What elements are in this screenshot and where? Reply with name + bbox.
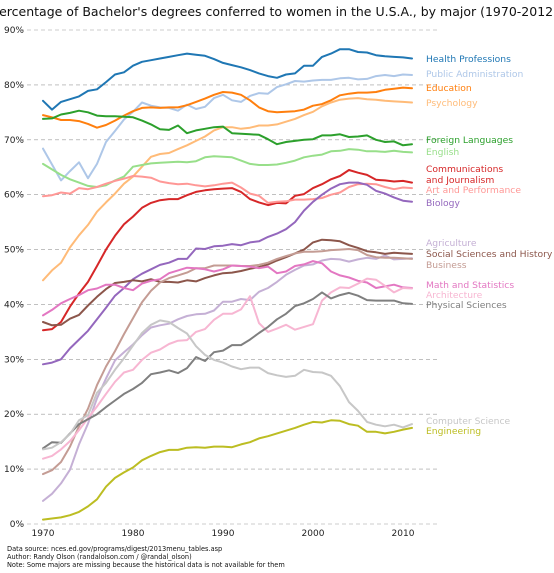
series-line <box>42 291 413 450</box>
x-axis: 1970 1980 1990 2000 2010 <box>32 529 415 539</box>
data-source-note: Data source: nces.ed.gov/programs/digest… <box>7 545 223 553</box>
x-tick-label: 1970 <box>32 529 55 539</box>
series-labels: Health Professions Public Administration E… <box>426 54 553 437</box>
chart-footer: Data source: nces.ed.gov/programs/digest… <box>7 545 285 570</box>
series-label: Public Administration <box>426 69 524 80</box>
series-label: Architecture <box>426 290 483 301</box>
y-tick-label: 90% <box>4 26 24 36</box>
series-lines <box>42 48 413 521</box>
author-note: Author: Randy Olson (randalolson.com / @… <box>7 553 192 562</box>
series-line <box>42 260 413 317</box>
series-label: Health Professions <box>426 54 511 65</box>
y-tick-label: 0% <box>10 520 25 530</box>
series-line <box>42 254 413 502</box>
series-label: Agriculture <box>426 238 477 249</box>
series-line <box>42 181 413 366</box>
y-tick-label: 50% <box>4 246 24 256</box>
series-line <box>42 86 413 129</box>
series-line <box>42 238 413 327</box>
series-line <box>42 277 413 460</box>
series-label: Foreign Languages <box>426 135 513 146</box>
series-label: Math and Statistics <box>426 280 514 291</box>
series-label: Business <box>426 260 467 271</box>
y-tick-label: 40% <box>4 300 24 310</box>
series-label: Biology <box>426 198 460 209</box>
x-tick-label: 1990 <box>212 529 235 539</box>
x-tick-label: 1980 <box>122 529 145 539</box>
grid-lines <box>20 29 440 525</box>
series-label: Computer Science <box>426 416 511 427</box>
series-line <box>42 109 413 147</box>
line-chart: Percentage of Bachelor's degrees conferr… <box>0 4 554 539</box>
series-line <box>42 248 413 476</box>
series-line <box>42 175 413 204</box>
y-tick-label: 80% <box>4 81 24 91</box>
y-tick-label: 30% <box>4 355 24 365</box>
x-tick-label: 2010 <box>392 529 415 539</box>
series-line <box>42 169 413 332</box>
series-line <box>42 419 413 521</box>
series-label: Physical Sciences <box>426 300 507 311</box>
chart-title: Percentage of Bachelor's degrees conferr… <box>0 4 554 19</box>
series-line <box>42 319 413 451</box>
series-line <box>42 97 413 282</box>
y-tick-label: 20% <box>4 410 24 420</box>
series-label: Psychology <box>426 98 478 109</box>
series-label: English <box>426 147 459 158</box>
series-label: Communications and Journalism <box>426 164 503 186</box>
series-label: Art and Performance <box>426 185 521 196</box>
y-axis: 0% 10% 20% 30% 40% 50% 60% 70% 80% 90% <box>4 26 24 530</box>
series-line <box>42 48 413 111</box>
series-line <box>42 148 413 188</box>
x-tick-label: 2000 <box>302 529 325 539</box>
y-tick-label: 60% <box>4 191 24 201</box>
y-tick-label: 10% <box>4 465 24 475</box>
series-label: Social Sciences and History <box>426 249 553 260</box>
y-tick-label: 70% <box>4 136 24 146</box>
series-label: Engineering <box>426 426 481 437</box>
missing-majors-note: Note: Some majors are missing because th… <box>7 561 285 570</box>
series-label: Education <box>426 83 472 94</box>
series-line <box>42 73 413 182</box>
